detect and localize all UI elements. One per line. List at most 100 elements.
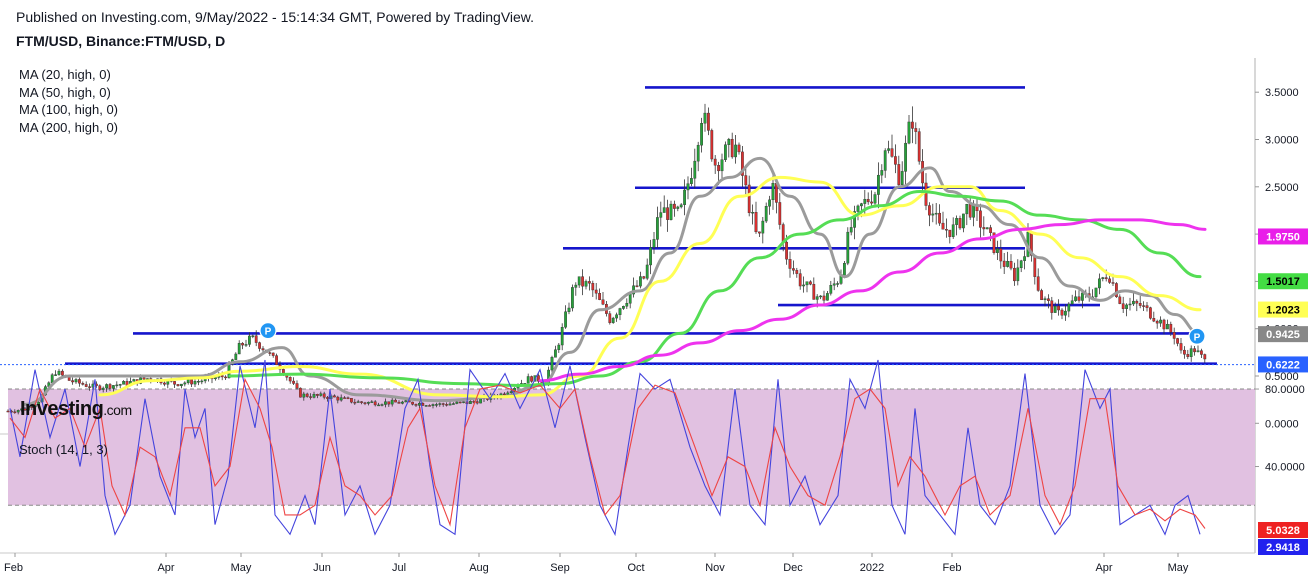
candle-body [1094,287,1098,298]
candle-body [1114,283,1118,298]
candle-body [958,218,962,229]
candle-body [700,123,704,146]
y-tick-label: 0.0000 [1265,418,1299,430]
candle-body [503,393,506,396]
x-axis[interactable]: Feb Apr May Jun Jul Aug Sep Oct Nov Dec 2022 Feb Apr… [4,553,1189,574]
candle-body [900,171,904,185]
price-badge-3-bg [1258,326,1308,343]
stoch-band [8,388,1255,506]
candle-body [758,231,761,234]
price-badge-3: 0.9425 [1266,329,1300,341]
x-tick-label: Dec [783,562,803,574]
candle-body [1193,348,1197,353]
candle-body [1077,296,1081,301]
candle-body [999,248,1003,262]
candle-body [394,399,397,403]
candle-body [1108,278,1112,283]
candle-body [693,160,697,179]
price-badge-2: 1.2023 [1266,305,1300,317]
candle-body [390,399,394,405]
candle-body [669,203,673,220]
candle-body [591,283,595,291]
candle-body [350,398,353,403]
x-tick-label: Aug [469,562,489,574]
candle-body [418,403,421,406]
candle-body [1016,267,1020,282]
candle-body [720,159,724,172]
candle-body [247,335,251,345]
horizontal-levels[interactable] [0,86,1255,366]
candle-body [917,131,921,162]
candle-body [1155,320,1159,324]
candle-body [1159,319,1163,324]
legend-ma100[interactable]: MA (100, high, 0) [19,102,118,117]
symbol-title: FTM/USD, Binance:FTM/USD, D [16,33,226,49]
candle-body [295,383,299,389]
candle-body [628,293,632,304]
pivot-label-0: P [265,327,272,338]
price-badge-1-bg [1258,273,1308,290]
candle-body [1046,298,1050,301]
candle-body [887,148,891,151]
price-badge-0-bg [1258,228,1308,245]
candle-body [836,283,840,285]
candle-body [863,198,867,204]
candle-body [673,203,676,209]
candle-body [346,397,350,399]
candle-body [951,224,955,237]
candle-body [911,121,914,129]
candle-body [588,281,591,284]
candle-body [105,384,109,389]
candle-body [339,397,343,401]
legend-ma50[interactable]: MA (50, high, 0) [19,84,111,100]
candle-body [435,404,438,406]
candle-body [1199,350,1203,355]
candle-body [1053,305,1057,313]
candle-body [333,395,336,398]
candle-body [883,150,887,171]
candle-body [571,287,574,309]
candle-body [843,262,846,276]
y-tick-label: 0.5000 [1265,371,1299,383]
legend-ma20[interactable]: MA (20, high, 0) [19,67,111,82]
candle-body [363,402,367,404]
candle-body [564,311,568,328]
candle-body [652,239,656,248]
candle-body [401,401,404,404]
moving-averages [23,156,1207,406]
candle-body [431,404,435,406]
candle-body [594,289,598,294]
candle-body [696,144,700,162]
candle-body [873,194,877,204]
candle-body [360,401,363,403]
candle-body [941,222,945,230]
candle-body [115,384,119,387]
candle-body [598,293,602,300]
candle-body [537,375,540,382]
candle-body [111,385,115,389]
candle-body [707,112,710,131]
candle-body [30,406,34,408]
candle-body [679,204,683,208]
candle-body [768,199,772,207]
candle-body [948,229,952,237]
x-tick-label: Feb [4,562,23,574]
candle-body [615,314,619,319]
legend-ma200[interactable]: MA (200, high, 0) [19,119,118,135]
candle-body [1152,318,1156,322]
candle-body [645,264,649,279]
candle-body [1050,300,1054,313]
candle-body [67,376,71,381]
candle-body [445,404,448,406]
candle-body [397,401,401,404]
candle-body [84,384,88,387]
candle-body [186,379,190,384]
pivot-markers[interactable]: PP [259,321,1206,345]
x-tick-label: Sep [550,562,570,574]
candle-body [710,130,714,160]
candle-body [13,411,17,413]
candle-body [754,212,758,233]
candle-body [686,183,690,191]
candle-body [258,342,261,349]
